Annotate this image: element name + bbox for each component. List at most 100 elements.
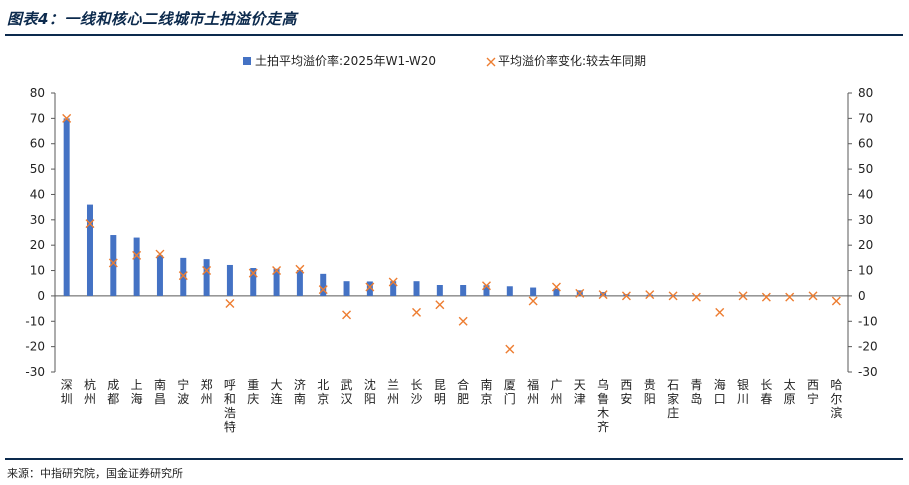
x-tick-label: 银	[737, 378, 749, 392]
x-tick-label: 海	[131, 391, 143, 406]
bar	[203, 259, 210, 296]
x-tick-label: 圳	[61, 392, 73, 406]
x-tick-label: 青	[690, 378, 702, 392]
x-tick-label: 南	[294, 391, 306, 406]
scatter-point	[481, 281, 491, 291]
x-tick-label: 重	[247, 378, 259, 392]
y-tick-label-right: -20	[858, 340, 878, 354]
scatter-point	[551, 282, 561, 292]
scatter-point	[178, 271, 188, 281]
x-tick-label: 州	[84, 392, 96, 406]
x-tick-label: 北	[317, 378, 329, 392]
x-tick-label: 郑	[201, 377, 213, 392]
x-tick-label: 州	[550, 392, 562, 406]
y-tick-label-right: 40	[858, 187, 873, 201]
x-tick-label: 肥	[457, 392, 469, 406]
x-tick-label: 宁	[807, 391, 819, 406]
legend-bar-swatch	[243, 57, 251, 65]
bar-scatter-chart: 土拍平均溢价率:2025年W1-W20 平均溢价率变化:较去年同期 -30 -20 -…	[25, 53, 878, 434]
scatter-point	[85, 219, 95, 229]
scatter-point	[458, 316, 468, 326]
x-tick-label: 浩	[224, 406, 236, 420]
scatter-point	[342, 310, 352, 320]
bar	[553, 288, 560, 296]
y-tick-label-left: 10	[30, 264, 45, 278]
scatter-point	[691, 292, 701, 302]
x-tick-label: 海	[714, 377, 726, 392]
bar	[156, 255, 163, 296]
scatter-point	[108, 258, 118, 268]
bar	[226, 264, 233, 296]
source-note: 来源：中指研究院，国金证券研究所	[7, 467, 183, 480]
scatter-point	[621, 291, 631, 301]
x-tick-label: 滨	[830, 405, 842, 420]
x-tick-label: 天	[574, 378, 586, 392]
y-tick-label-right: -10	[858, 314, 878, 328]
bar	[86, 204, 93, 296]
x-tick-label: 大	[271, 378, 283, 392]
x-tick-label: 阳	[644, 392, 656, 406]
x-tick-label: 鲁	[597, 392, 609, 406]
y-tick-label-right: 60	[858, 137, 873, 151]
x-tick-label: 福	[527, 377, 539, 392]
y-tick-label-left: -30	[25, 365, 45, 379]
bar	[320, 273, 327, 296]
bar	[483, 285, 490, 296]
x-tick-label: 兰	[387, 378, 399, 392]
x-tick-label: 庄	[667, 405, 679, 420]
scatter-point	[62, 113, 72, 123]
legend: 土拍平均溢价率:2025年W1-W20 平均溢价率变化:较去年同期	[243, 53, 646, 68]
x-tick-label: 广	[550, 378, 562, 392]
footer-divider	[5, 458, 903, 460]
x-tick-label: 州	[387, 392, 399, 406]
bar-series	[63, 118, 700, 296]
y-tick-label-left: 0	[37, 289, 45, 303]
bar	[110, 235, 117, 296]
bar	[530, 287, 537, 296]
chart-title: 图表4：一线和核心二线城市土拍溢价走高	[7, 10, 297, 28]
y-tick-label-right: -30	[858, 365, 878, 379]
x-tick-label: 门	[504, 391, 516, 406]
bar	[366, 281, 373, 296]
scatter-point	[435, 300, 445, 310]
x-tick-label: 庆	[247, 392, 259, 406]
x-tick-label: 宁	[177, 377, 189, 392]
x-tick-label: 京	[480, 392, 492, 406]
x-tick-label: 川	[737, 392, 749, 406]
bar	[343, 281, 350, 296]
x-tick-label: 哈	[830, 378, 842, 392]
scatter-point	[202, 266, 212, 276]
x-tick-label: 乌	[597, 377, 609, 392]
scatter-point	[831, 296, 841, 306]
scatter-point	[598, 290, 608, 300]
x-tick-label: 呼	[224, 378, 236, 392]
y-tick-label-left: 80	[30, 86, 45, 100]
x-tick-label: 安	[620, 391, 632, 406]
y-tick-label-right: 0	[858, 289, 866, 303]
y-tick-label-left: 70	[30, 111, 45, 125]
x-tick-label: 深	[61, 378, 73, 392]
scatter-point	[761, 292, 771, 302]
bar	[413, 281, 420, 296]
scatter-point	[808, 291, 818, 301]
x-tick-label: 连	[271, 391, 283, 406]
y-tick-label-left: -10	[25, 314, 45, 328]
x-tick-label: 太	[784, 377, 796, 392]
title-divider	[5, 34, 903, 36]
y-tick-label-left: 50	[30, 162, 45, 176]
x-tick-label: 上	[131, 378, 143, 392]
x-tick-label: 特	[224, 419, 236, 434]
y-tick-label-left: 20	[30, 238, 45, 252]
y-tick-label-right: 20	[858, 238, 873, 252]
x-tick-label: 州	[201, 392, 213, 406]
x-tick-label: 合	[457, 377, 469, 392]
bar	[390, 281, 397, 296]
scatter-point	[318, 285, 328, 295]
scatter-point	[715, 307, 725, 317]
scatter-point	[528, 296, 538, 306]
bar	[63, 118, 70, 296]
legend-marker-label: 平均溢价率变化:较去年同期	[498, 53, 646, 68]
x-tick-label: 明	[434, 392, 446, 406]
y-tick-label-left: 40	[30, 187, 45, 201]
bar	[250, 268, 257, 296]
